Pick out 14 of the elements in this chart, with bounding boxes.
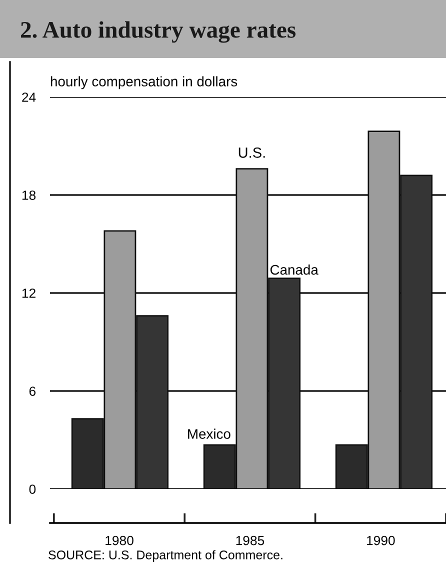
chart-title: 2. Auto industry wage rates <box>20 21 296 43</box>
y-tick-label: 12 <box>22 288 36 298</box>
series-label: Canada <box>270 264 318 275</box>
series-label: Mexico <box>188 428 230 439</box>
y-tick-label: 0 <box>29 484 36 494</box>
x-tick-label: 1990 <box>366 536 395 546</box>
x-tick-label: 1980 <box>106 536 134 546</box>
x-tick-label: 1985 <box>236 536 264 546</box>
y-tick-label: 24 <box>22 92 36 102</box>
source-note: SOURCE: U.S. Department of Commerce. <box>48 550 282 562</box>
y-tick-label: 6 <box>29 386 36 396</box>
y-tick-label: 18 <box>22 190 36 200</box>
y-axis-title: hourly compensation in dollars <box>50 76 238 90</box>
series-label: U.S. <box>238 147 265 158</box>
